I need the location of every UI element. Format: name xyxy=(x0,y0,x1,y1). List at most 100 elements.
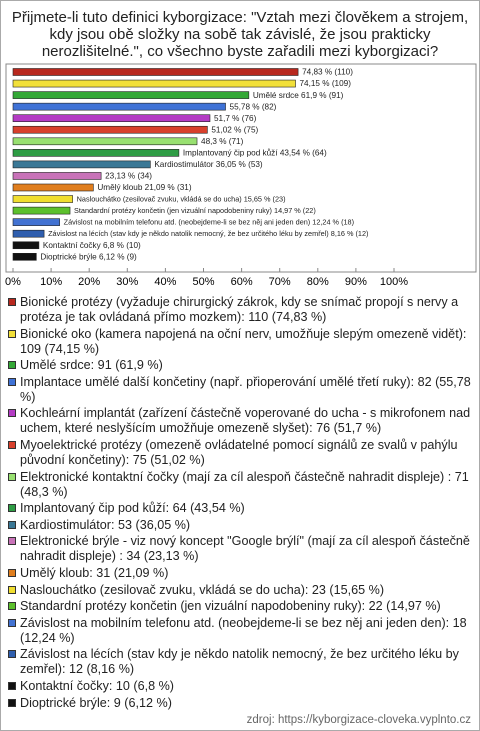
x-tick-label: 60% xyxy=(231,276,253,288)
legend-swatch xyxy=(8,329,16,338)
legend-item: Umělé srdce: 91 (61,9 %) xyxy=(7,358,473,373)
x-tick-label: 0% xyxy=(5,276,21,288)
x-tick-label: 80% xyxy=(307,276,329,288)
x-tick-label: 10% xyxy=(40,276,62,288)
legend-text: Elektronické brýle - viz nový koncept "G… xyxy=(20,534,470,564)
legend-swatch xyxy=(8,409,16,418)
legend-text: Dioptrické brýle: 9 (6,12 %) xyxy=(20,695,172,710)
bar xyxy=(12,206,71,215)
legend-swatch xyxy=(8,585,16,594)
bar xyxy=(12,137,198,146)
bar xyxy=(12,172,102,180)
data-label: 48,3 % (71) xyxy=(201,137,244,146)
legend-swatch xyxy=(8,568,16,577)
data-label: Implantovaný čip pod kůží 43,54 % (64) xyxy=(183,148,327,158)
bar xyxy=(12,253,37,261)
legend-swatch xyxy=(8,681,16,690)
legend-text: Kontaktní čočky: 10 (6,8 %) xyxy=(20,678,174,693)
legend-item: Implantovaný čip pod kůží: 64 (43,54 %) xyxy=(7,501,473,516)
legend-text: Myoelektrické protézy (omezeně ovládatel… xyxy=(20,437,458,467)
data-label: Umělé srdce 61,9 % (91) xyxy=(253,91,344,100)
x-tick-label: 30% xyxy=(116,276,138,288)
chart: 0% 10% 20% 30% 40% 50% 60% 70% 80% 90% 100% 74,83 %… xyxy=(5,63,477,288)
legend-text: Kardiostimulátor: 53 (36,05 %) xyxy=(20,517,191,532)
legend-item: Implantace umělé další končetiny (např. … xyxy=(7,375,473,405)
legend-swatch xyxy=(8,618,16,627)
data-label: Naslouchátko (zesilovač zvuku, vkládá se… xyxy=(77,194,286,203)
data-label: 55,78 % (82) xyxy=(230,102,277,111)
bar xyxy=(12,218,60,226)
legend-item: Závislost na mobilním telefonu atd. (neo… xyxy=(7,616,473,646)
legend-text: Umělý kloub: 31 (21,09 %) xyxy=(20,565,169,580)
bar xyxy=(12,149,180,157)
bar xyxy=(12,68,299,76)
legend-swatch xyxy=(8,504,16,513)
data-label: 51,02 % (75) xyxy=(211,125,258,134)
bar xyxy=(12,102,226,111)
bar xyxy=(12,160,151,169)
legend-swatch xyxy=(8,472,16,481)
legend-swatch xyxy=(8,698,16,707)
legend-swatch xyxy=(8,650,16,659)
data-label: Kardiostimulátor 36,05 % (53) xyxy=(154,160,263,169)
legend-swatch xyxy=(8,298,16,306)
legend-item: Závislost na lécích (stav kdy je někdo n… xyxy=(7,647,473,677)
x-tick-label: 90% xyxy=(345,276,367,288)
bar xyxy=(12,125,208,134)
legend-text: Naslouchátko (zesilovač zvuku, vkládá se… xyxy=(20,582,385,597)
data-label: Standardní protézy končetin (jen vizuáln… xyxy=(74,206,316,215)
legend-item: Kardiostimulátor: 53 (36,05 %) xyxy=(7,518,473,533)
legend-text: Závislost na lécích (stav kdy je někdo n… xyxy=(20,647,459,677)
legend-item: Kontaktní čočky: 10 (6,8 %) xyxy=(7,679,473,694)
legend-swatch xyxy=(8,602,16,611)
data-label: Dioptrické brýle 6,12 % (9) xyxy=(40,252,137,261)
legend-swatch xyxy=(8,377,16,386)
x-tick-label: 50% xyxy=(192,276,214,288)
legend-text: Bionické protézy (vyžaduje chirurgický z… xyxy=(20,295,459,324)
legend-text: Implantace umělé další končetiny (např. … xyxy=(20,374,471,404)
legend-item: Bionické protézy (vyžaduje chirurgický z… xyxy=(7,295,473,325)
x-tick-label: 40% xyxy=(154,276,176,288)
x-tick-label: 70% xyxy=(269,276,291,288)
legend-swatch xyxy=(8,520,16,529)
bar xyxy=(12,229,45,238)
legend-item: Umělý kloub: 31 (21,09 %) xyxy=(7,566,473,581)
bar xyxy=(12,114,211,123)
data-label: 74,83 % (110) xyxy=(302,68,353,77)
data-label: 23,13 % (34) xyxy=(105,172,152,181)
legend-item: Standardní protézy končetin (jen vizuáln… xyxy=(7,599,473,614)
legend-text: Implantovaný čip pod kůží: 64 (43,54 %) xyxy=(20,501,245,516)
data-label: 74,15 % (109) xyxy=(300,79,352,88)
legend: Bionické protézy (vyžaduje chirurgický z… xyxy=(7,295,473,712)
bar xyxy=(12,195,73,203)
legend-item: Myoelektrické protézy (omezeně ovládatel… xyxy=(7,438,473,468)
x-tick-label: 20% xyxy=(78,276,100,288)
legend-swatch xyxy=(8,361,16,370)
bar xyxy=(12,183,94,192)
x-tick-label: 100% xyxy=(380,276,408,288)
legend-item: Elektronické kontaktní čočky (mají za cí… xyxy=(7,470,473,500)
data-label: Závislost na mobilním telefonu atd. (neo… xyxy=(64,218,354,227)
source: zdroj: https://kyborgizace-cloveka.vypln… xyxy=(246,714,471,726)
legend-swatch xyxy=(8,537,16,546)
legend-text: Umělé srdce: 91 (61,9 %) xyxy=(20,358,163,373)
data-label: Závislost na lécích (stav kdy je někdo n… xyxy=(48,229,368,238)
legend-item: Naslouchátko (zesilovač zvuku, vkládá se… xyxy=(7,583,473,598)
legend-item: Elektronické brýle - viz nový koncept "G… xyxy=(7,534,473,564)
legend-text: Standardní protézy končetin (jen vizuáln… xyxy=(20,599,441,614)
bar xyxy=(12,79,296,88)
bar xyxy=(12,91,250,99)
legend-text: Elektronické kontaktní čočky (mají za cí… xyxy=(20,469,469,499)
legend-item: Bionické oko (kamera napojená na oční ne… xyxy=(7,327,473,357)
legend-item: Dioptrické brýle: 9 (6,12 %) xyxy=(7,696,473,711)
legend-text: Kochleární implantát (zařízení částečně … xyxy=(20,406,471,436)
legend-swatch xyxy=(8,440,16,449)
legend-item: Kochleární implantát (zařízení částečně … xyxy=(7,406,473,436)
data-label: Umělý kloub 21,09 % (31) xyxy=(97,183,191,192)
data-label: 51,7 % (76) xyxy=(214,114,257,123)
legend-text: Závislost na mobilním telefonu atd. (neo… xyxy=(20,615,467,645)
chart-title: Přijmete-li tuto definici kyborgizace: "… xyxy=(11,9,469,60)
bar xyxy=(12,241,40,250)
legend-text: Bionické oko (kamera napojená na oční ne… xyxy=(20,326,467,356)
